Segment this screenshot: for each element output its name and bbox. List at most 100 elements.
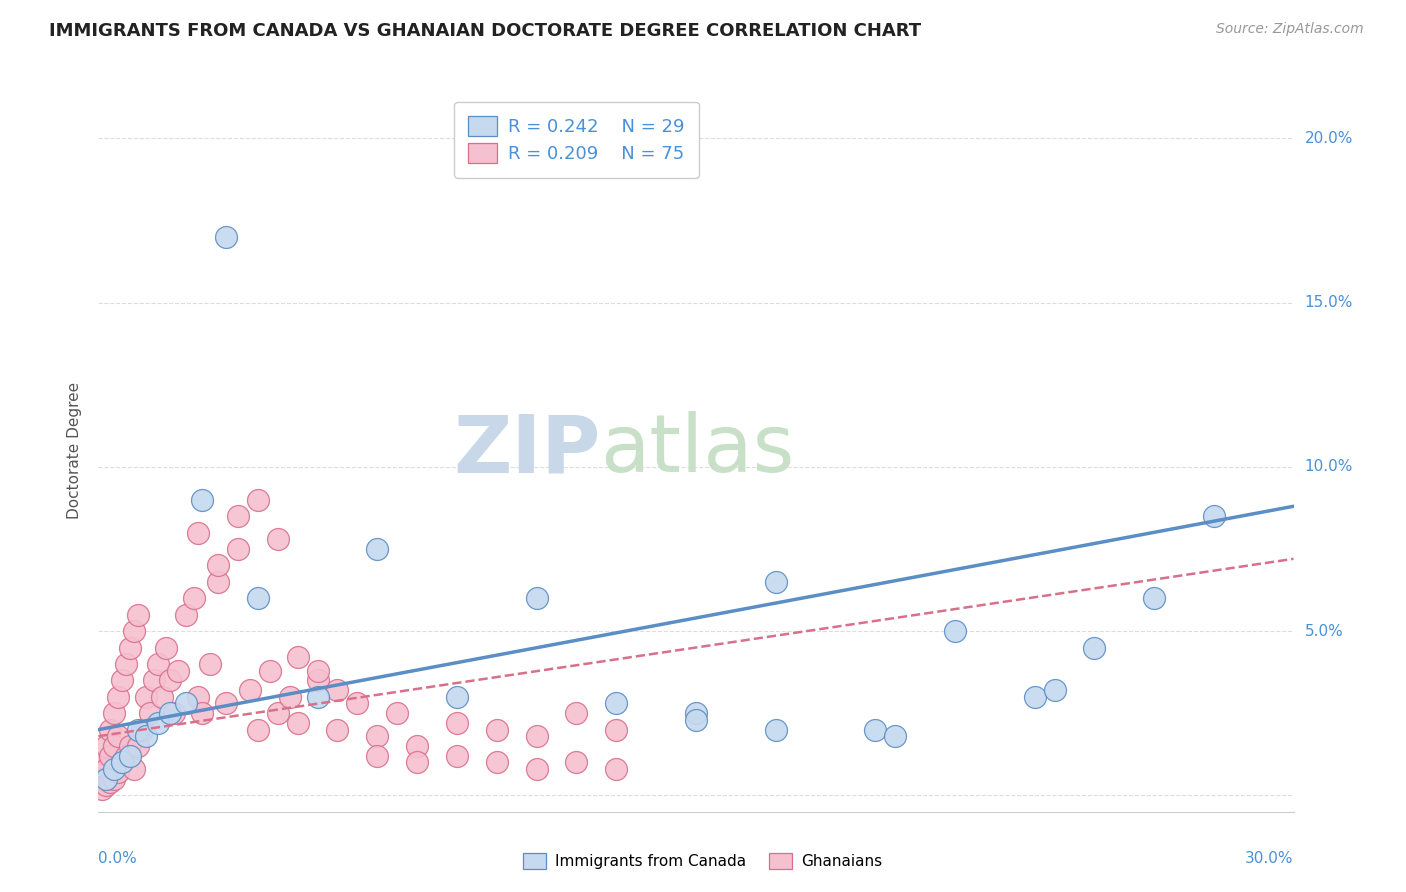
Point: [246, 591, 269, 606]
Point: [685, 713, 707, 727]
Point: [366, 541, 388, 556]
Point: [207, 574, 229, 589]
Point: [446, 716, 468, 731]
Point: [163, 706, 186, 721]
Text: Source: ZipAtlas.com: Source: ZipAtlas.com: [1216, 22, 1364, 37]
Point: [120, 748, 142, 763]
Point: [96, 739, 118, 753]
Text: 10.0%: 10.0%: [1305, 459, 1353, 475]
Point: [183, 591, 205, 606]
Point: [127, 723, 149, 737]
Point: [96, 772, 118, 786]
Point: [135, 690, 157, 704]
Point: [485, 756, 508, 770]
Point: [107, 690, 129, 704]
Point: [326, 723, 349, 737]
Point: [406, 739, 429, 753]
Point: [605, 723, 627, 737]
Point: [111, 756, 134, 770]
Point: [366, 748, 388, 763]
Point: [107, 729, 129, 743]
Point: [526, 591, 548, 606]
Point: [91, 756, 114, 770]
Text: 20.0%: 20.0%: [1305, 131, 1353, 146]
Point: [107, 765, 129, 780]
Point: [103, 706, 125, 721]
Point: [287, 716, 309, 731]
Point: [98, 723, 122, 737]
Point: [115, 657, 138, 671]
Text: IMMIGRANTS FROM CANADA VS GHANAIAN DOCTORATE DEGREE CORRELATION CHART: IMMIGRANTS FROM CANADA VS GHANAIAN DOCTO…: [49, 22, 921, 40]
Point: [98, 748, 122, 763]
Text: 30.0%: 30.0%: [1246, 851, 1294, 865]
Text: atlas: atlas: [600, 411, 794, 490]
Point: [526, 762, 548, 776]
Point: [246, 492, 269, 507]
Point: [127, 739, 149, 753]
Point: [385, 706, 409, 721]
Point: [91, 781, 114, 796]
Point: [127, 607, 149, 622]
Point: [259, 664, 281, 678]
Point: [485, 723, 508, 737]
Point: [326, 683, 349, 698]
Point: [685, 706, 707, 721]
Point: [120, 739, 142, 753]
Point: [159, 673, 181, 688]
Point: [174, 696, 197, 710]
Point: [98, 775, 122, 789]
Point: [174, 607, 197, 622]
Point: [346, 696, 368, 710]
Point: [226, 541, 249, 556]
Point: [406, 756, 429, 770]
Point: [111, 756, 134, 770]
Text: ZIP: ZIP: [453, 411, 600, 490]
Point: [446, 690, 468, 704]
Point: [135, 729, 157, 743]
Point: [287, 650, 309, 665]
Point: [96, 779, 118, 793]
Point: [191, 706, 214, 721]
Point: [150, 690, 173, 704]
Point: [565, 706, 588, 721]
Legend: Immigrants from Canada, Ghanaians: Immigrants from Canada, Ghanaians: [517, 847, 889, 875]
Point: [148, 716, 170, 731]
Point: [1143, 591, 1166, 606]
Point: [446, 748, 468, 763]
Point: [96, 762, 118, 776]
Point: [278, 690, 301, 704]
Point: [1024, 690, 1046, 704]
Point: [91, 772, 114, 786]
Point: [226, 509, 249, 524]
Point: [115, 748, 138, 763]
Point: [267, 706, 290, 721]
Point: [215, 230, 238, 244]
Point: [111, 673, 134, 688]
Point: [187, 690, 209, 704]
Point: [605, 762, 627, 776]
Point: [865, 723, 887, 737]
Point: [124, 624, 146, 639]
Point: [526, 729, 548, 743]
Text: 0.0%: 0.0%: [98, 851, 138, 865]
Text: 5.0%: 5.0%: [1305, 624, 1343, 639]
Point: [307, 664, 329, 678]
Point: [884, 729, 907, 743]
Point: [191, 492, 214, 507]
Point: [605, 696, 627, 710]
Point: [366, 729, 388, 743]
Point: [159, 706, 181, 721]
Point: [103, 739, 125, 753]
Point: [215, 696, 238, 710]
Point: [155, 640, 177, 655]
Point: [1043, 683, 1066, 698]
Point: [207, 558, 229, 573]
Point: [167, 664, 190, 678]
Point: [148, 657, 170, 671]
Point: [267, 532, 290, 546]
Point: [307, 673, 329, 688]
Point: [143, 673, 166, 688]
Point: [1083, 640, 1105, 655]
Point: [239, 683, 262, 698]
Point: [943, 624, 966, 639]
